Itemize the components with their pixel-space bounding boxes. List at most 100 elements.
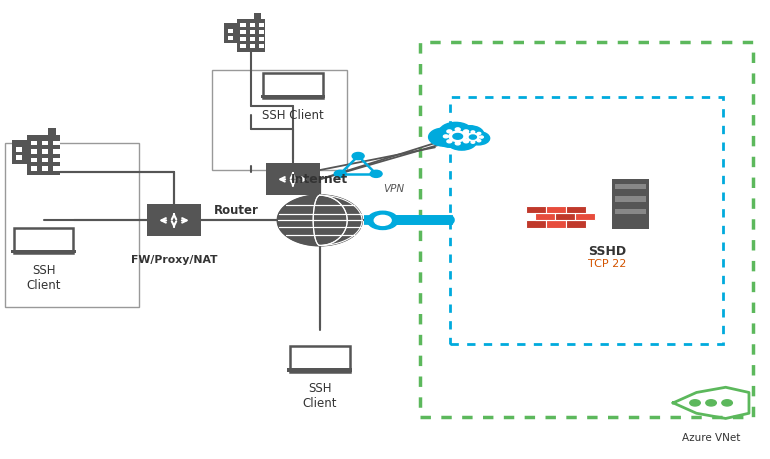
Bar	[259, 45, 264, 48]
Circle shape	[278, 195, 362, 246]
Circle shape	[455, 128, 460, 131]
Bar	[249, 37, 255, 41]
Bar	[12, 250, 76, 253]
Bar	[228, 28, 233, 33]
Circle shape	[465, 140, 469, 142]
Bar	[31, 149, 38, 154]
Bar	[31, 166, 38, 171]
Circle shape	[439, 123, 473, 142]
Circle shape	[456, 126, 484, 142]
Bar	[48, 128, 56, 135]
Circle shape	[374, 215, 391, 225]
Bar	[16, 147, 22, 152]
Circle shape	[444, 135, 448, 138]
Text: FW/Proxy/NAT: FW/Proxy/NAT	[131, 255, 217, 264]
Bar	[42, 166, 49, 171]
FancyBboxPatch shape	[266, 163, 320, 195]
Bar	[42, 140, 49, 146]
Bar	[224, 23, 238, 43]
Text: SSHD: SSHD	[588, 246, 627, 258]
FancyBboxPatch shape	[546, 220, 566, 228]
Bar	[31, 157, 38, 162]
Circle shape	[690, 400, 700, 406]
Circle shape	[467, 133, 479, 141]
Circle shape	[334, 170, 346, 177]
FancyBboxPatch shape	[526, 220, 546, 228]
FancyBboxPatch shape	[575, 213, 595, 220]
Bar	[240, 45, 246, 48]
FancyBboxPatch shape	[546, 206, 566, 213]
Bar	[228, 36, 233, 39]
Text: Internet: Internet	[291, 173, 348, 186]
Bar	[240, 23, 246, 27]
Circle shape	[370, 170, 382, 177]
Bar	[240, 30, 246, 34]
Bar	[254, 12, 261, 19]
Circle shape	[464, 140, 469, 143]
Bar	[42, 149, 49, 154]
Circle shape	[477, 132, 480, 134]
Circle shape	[447, 132, 477, 150]
Circle shape	[480, 136, 484, 138]
Text: Router: Router	[213, 204, 259, 218]
Bar	[31, 140, 38, 146]
Bar	[615, 184, 646, 189]
Text: VPN: VPN	[383, 184, 404, 194]
Bar	[53, 166, 59, 171]
Bar	[27, 135, 61, 175]
FancyBboxPatch shape	[566, 220, 586, 228]
Text: SSH
Client: SSH Client	[303, 382, 337, 410]
Bar	[259, 23, 264, 27]
Circle shape	[447, 140, 452, 143]
Bar	[16, 156, 22, 160]
Bar	[249, 23, 255, 27]
Bar	[249, 45, 255, 48]
FancyBboxPatch shape	[263, 73, 323, 98]
FancyBboxPatch shape	[535, 213, 555, 220]
Bar	[249, 30, 255, 34]
Circle shape	[465, 132, 469, 134]
Text: TCP 22: TCP 22	[588, 259, 627, 269]
Bar	[611, 179, 650, 230]
Circle shape	[721, 400, 732, 406]
Circle shape	[447, 130, 452, 133]
Bar	[287, 368, 352, 372]
Circle shape	[429, 128, 459, 146]
Bar	[259, 37, 264, 41]
FancyBboxPatch shape	[14, 228, 73, 253]
Circle shape	[470, 135, 477, 139]
Circle shape	[453, 134, 463, 139]
Circle shape	[471, 131, 474, 133]
Bar	[259, 30, 264, 34]
Text: SSH
Client: SSH Client	[26, 264, 61, 292]
Circle shape	[367, 211, 398, 230]
FancyBboxPatch shape	[526, 206, 546, 213]
Circle shape	[706, 400, 716, 406]
Circle shape	[467, 132, 490, 145]
Bar	[240, 37, 246, 41]
Bar	[53, 149, 59, 154]
Bar	[42, 157, 49, 162]
Circle shape	[449, 131, 467, 141]
FancyBboxPatch shape	[290, 347, 350, 372]
Circle shape	[464, 130, 469, 133]
Bar	[615, 209, 646, 214]
Bar	[260, 95, 325, 98]
Bar	[53, 140, 59, 146]
Circle shape	[455, 142, 460, 145]
Circle shape	[477, 140, 480, 142]
FancyBboxPatch shape	[566, 206, 586, 213]
FancyBboxPatch shape	[147, 204, 201, 236]
Bar	[615, 196, 646, 202]
FancyBboxPatch shape	[555, 213, 575, 220]
Bar	[12, 140, 28, 164]
Bar	[53, 157, 59, 162]
Text: Azure VNet: Azure VNet	[682, 432, 740, 442]
Circle shape	[471, 141, 474, 143]
Circle shape	[438, 133, 462, 147]
Bar	[236, 19, 265, 51]
Circle shape	[467, 135, 472, 138]
Circle shape	[463, 136, 466, 138]
Text: SSH Client: SSH Client	[262, 109, 324, 122]
Circle shape	[352, 152, 364, 160]
